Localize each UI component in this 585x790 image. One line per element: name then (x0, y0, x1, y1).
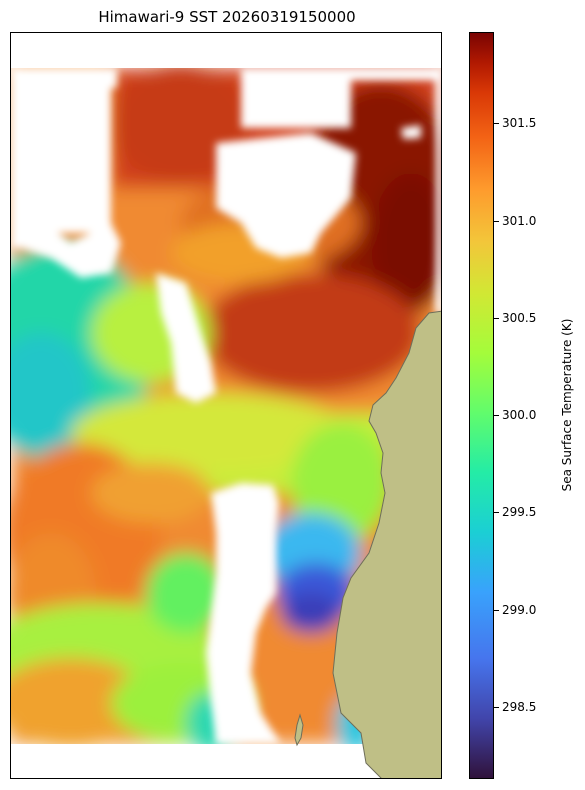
map-title: Himawari-9 SST 20260319150000 (98, 8, 356, 26)
sst-field (11, 68, 441, 744)
colorbar-tick (494, 609, 499, 611)
colorbar-tick (494, 707, 499, 709)
colorbar-tick (494, 415, 499, 417)
colorbar-tick-label: 300.0 (502, 408, 537, 423)
small-island (294, 713, 304, 747)
colorbar-tick-label: 301.0 (502, 213, 537, 228)
land-mass (332, 310, 441, 778)
colorbar-tick (494, 512, 499, 514)
colorbar-label: Sea Surface Temperature (K) (560, 318, 574, 492)
colorbar-tick (494, 220, 499, 222)
sst-map (11, 33, 441, 778)
colorbar-tick-label: 298.5 (502, 700, 537, 715)
colorbar-tick (494, 123, 499, 125)
colorbar-tick (494, 317, 499, 319)
colorbar (469, 32, 494, 779)
colorbar-tick-label: 300.5 (502, 310, 537, 325)
colorbar-tick-label: 299.0 (502, 602, 537, 617)
map-panel (10, 32, 442, 779)
colorbar-tick-label: 299.5 (502, 505, 537, 520)
colorbar-tick-label: 301.5 (502, 116, 537, 131)
